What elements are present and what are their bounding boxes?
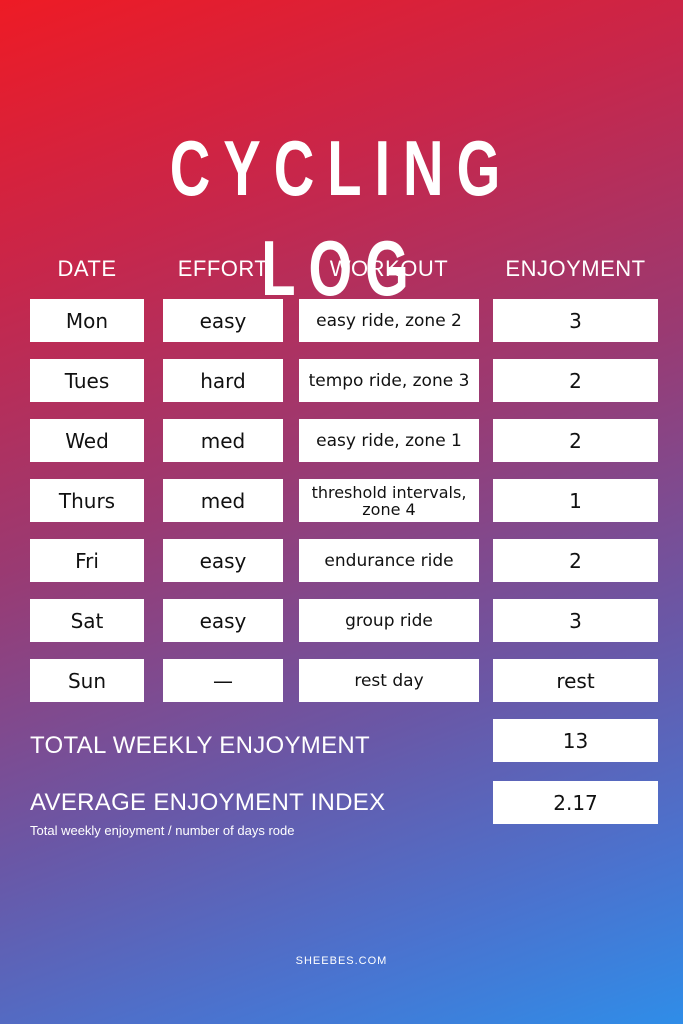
workout-cell-thurs: threshold intervals, zone 4 [299,479,479,522]
average-enjoyment-value: 2.17 [493,781,658,824]
workout-cell-mon: easy ride, zone 2 [299,299,479,342]
enjoyment-cell-sun: rest [493,659,658,702]
workout-cell-fri: endurance ride [299,539,479,582]
enjoyment-cell-tues: 2 [493,359,658,402]
date-cell-wed: Wed [30,419,144,462]
date-cell-sat: Sat [30,599,144,642]
header-workout: WORKOUT [329,256,449,281]
average-enjoyment-note: Total weekly enjoyment / number of days … [30,823,295,838]
total-enjoyment-value: 13 [493,719,658,762]
workout-cell-sun: rest day [299,659,479,702]
effort-cell-sun: — [163,659,283,702]
effort-cell-mon: easy [163,299,283,342]
date-cell-tues: Tues [30,359,144,402]
workout-cell-tues: tempo ride, zone 3 [299,359,479,402]
header-date: DATE [57,256,117,281]
effort-cell-sat: easy [163,599,283,642]
effort-cell-fri: easy [163,539,283,582]
workout-cell-wed: easy ride, zone 1 [299,419,479,462]
header-effort: EFFORT [177,256,269,281]
enjoyment-cell-sat: 3 [493,599,658,642]
date-cell-thurs: Thurs [30,479,144,522]
enjoyment-cell-fri: 2 [493,539,658,582]
average-enjoyment-label: AVERAGE ENJOYMENT INDEX [30,789,386,816]
date-cell-sun: Sun [30,659,144,702]
page-title: CYCLING LOG [169,124,514,312]
enjoyment-cell-thurs: 1 [493,479,658,522]
footer-site-name: SHEEBES.COM [295,955,388,967]
enjoyment-cell-mon: 3 [493,299,658,342]
header-enjoyment: ENJOYMENT [505,256,646,281]
date-cell-fri: Fri [30,539,144,582]
total-enjoyment-label: TOTAL WEEKLY ENJOYMENT [30,732,370,759]
date-cell-mon: Mon [30,299,144,342]
workout-cell-sat: group ride [299,599,479,642]
enjoyment-cell-wed: 2 [493,419,658,462]
effort-cell-thurs: med [163,479,283,522]
effort-cell-wed: med [163,419,283,462]
effort-cell-tues: hard [163,359,283,402]
